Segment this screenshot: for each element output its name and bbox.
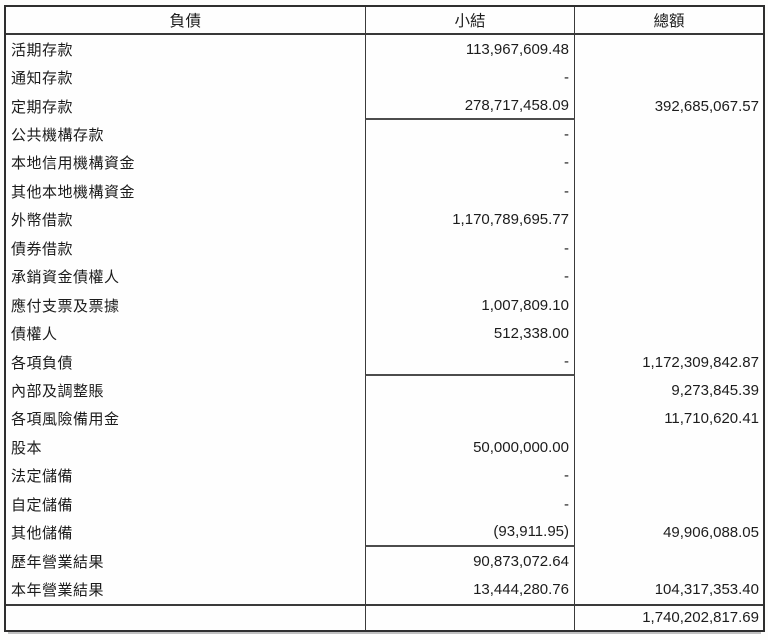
table-row: 各項負債 - 1,172,309,842.87 xyxy=(6,347,763,377)
subtotal-cell: - xyxy=(365,120,575,149)
grand-total-value: 1,740,202,817.69 xyxy=(642,609,759,627)
table-row: 其他儲備 (93,911.95) 49,906,088.05 xyxy=(6,518,763,547)
subtotal-cell: 1,007,809.10 xyxy=(365,290,575,320)
row-label: 承銷資金債權人 xyxy=(11,269,120,287)
subtotal-cell: - xyxy=(365,262,575,291)
total-cell: 49,906,088.05 xyxy=(663,524,759,542)
subtotal-cell: (93,911.95) xyxy=(365,518,575,547)
table-header-row: 負債 小結 總額 xyxy=(6,7,763,35)
row-label: 法定儲備 xyxy=(11,468,74,486)
row-label: 歷年營業結果 xyxy=(11,553,105,571)
subtotal-cell: - xyxy=(365,177,575,206)
table-row: 定期存款 278,717,458.09 392,685,067.57 xyxy=(6,91,763,121)
total-cell: 9,273,845.39 xyxy=(671,381,759,399)
table-row: 債權人 512,338.00 xyxy=(6,319,763,348)
subtotal-cell: 50,000,000.00 xyxy=(365,433,575,462)
total-cell xyxy=(575,149,763,177)
subtotal-cell: 90,873,072.64 xyxy=(365,546,575,576)
table-row: 外幣借款 1,170,789,695.77 xyxy=(6,205,763,235)
grand-total-row: 1,740,202,817.69 xyxy=(6,603,763,630)
total-cell xyxy=(575,63,763,91)
row-label: 活期存款 xyxy=(11,41,74,59)
row-label: 各項負債 xyxy=(11,354,74,372)
total-cell xyxy=(575,547,763,575)
row-label: 各項風險備用金 xyxy=(11,411,120,429)
subtotal-cell: - xyxy=(365,347,575,377)
table-row: 活期存款 113,967,609.48 xyxy=(6,35,763,64)
subtotal-cell: 113,967,609.48 xyxy=(365,35,575,64)
total-cell: 104,317,353.40 xyxy=(654,581,759,599)
table-row: 法定儲備 - xyxy=(6,461,763,490)
total-cell xyxy=(575,234,763,262)
row-label: 本地信用機構資金 xyxy=(11,155,136,173)
row-label: 應付支票及票據 xyxy=(11,297,120,315)
total-cell xyxy=(575,35,763,63)
row-label: 其他儲備 xyxy=(11,525,74,543)
subtotal-cell: - xyxy=(365,234,575,263)
table-row: 應付支票及票據 1,007,809.10 xyxy=(6,290,763,320)
table-row: 債券借款 - xyxy=(6,234,763,263)
row-label: 公共機構存款 xyxy=(11,127,105,145)
total-cell xyxy=(575,462,763,490)
table-row: 其他本地機構資金 - xyxy=(6,177,763,206)
total-cell xyxy=(575,490,763,518)
total-cell xyxy=(575,291,763,319)
row-label: 通知存款 xyxy=(11,70,74,88)
total-cell xyxy=(575,319,763,347)
table-row: 各項風險備用金 11,710,620.41 xyxy=(6,404,763,434)
row-label: 其他本地機構資金 xyxy=(11,183,136,201)
subtotal-cell: - xyxy=(365,490,575,519)
row-label: 股本 xyxy=(11,439,43,457)
row-label: 外幣借款 xyxy=(11,212,74,230)
table-row: 本年營業結果 13,444,280.76 104,317,353.40 xyxy=(6,575,763,604)
table-row: 股本 50,000,000.00 xyxy=(6,433,763,462)
subtotal-cell xyxy=(365,605,575,630)
total-cell xyxy=(575,120,763,148)
liabilities-statement-table: 負債 小結 總額 活期存款 113,967,609.48 通知存款 - 定期存款… xyxy=(4,5,765,632)
total-cell: 392,685,067.57 xyxy=(654,97,759,115)
table-row: 公共機構存款 - xyxy=(6,120,763,149)
subtotal-cell xyxy=(365,376,575,405)
subtotal-cell xyxy=(365,404,575,434)
row-label: 內部及調整賬 xyxy=(11,382,105,400)
subtotal-cell: 13,444,280.76 xyxy=(365,575,575,604)
total-cell: 11,710,620.41 xyxy=(664,410,759,428)
total-cell xyxy=(575,177,763,205)
row-label: 自定儲備 xyxy=(11,496,74,514)
col-header-total: 總額 xyxy=(653,13,685,30)
row-label: 債券借款 xyxy=(11,240,74,258)
row-label xyxy=(6,606,365,630)
total-cell xyxy=(575,206,763,234)
subtotal-cell: - xyxy=(365,461,575,490)
table-row: 通知存款 - xyxy=(6,63,763,92)
table-row: 本地信用機構資金 - xyxy=(6,148,763,178)
table-row: 自定儲備 - xyxy=(6,490,763,519)
col-header-subtotal: 小結 xyxy=(365,7,575,33)
subtotal-cell: 278,717,458.09 xyxy=(365,91,575,121)
subtotal-cell: - xyxy=(365,63,575,92)
table-row: 歷年營業結果 90,873,072.64 xyxy=(6,546,763,576)
row-label: 債權人 xyxy=(11,326,58,344)
subtotal-cell: 512,338.00 xyxy=(365,319,575,348)
table-row: 承銷資金債權人 - xyxy=(6,262,763,291)
subtotal-cell: 1,170,789,695.77 xyxy=(365,205,575,235)
subtotal-cell: - xyxy=(365,148,575,178)
col-header-liabilities: 負債 xyxy=(169,13,202,30)
total-cell xyxy=(575,433,763,461)
row-label: 定期存款 xyxy=(11,98,74,116)
total-cell xyxy=(575,263,763,291)
table-row: 內部及調整賬 9,273,845.39 xyxy=(6,376,763,405)
total-cell: 1,172,309,842.87 xyxy=(642,353,759,371)
row-label: 本年營業結果 xyxy=(11,582,105,600)
